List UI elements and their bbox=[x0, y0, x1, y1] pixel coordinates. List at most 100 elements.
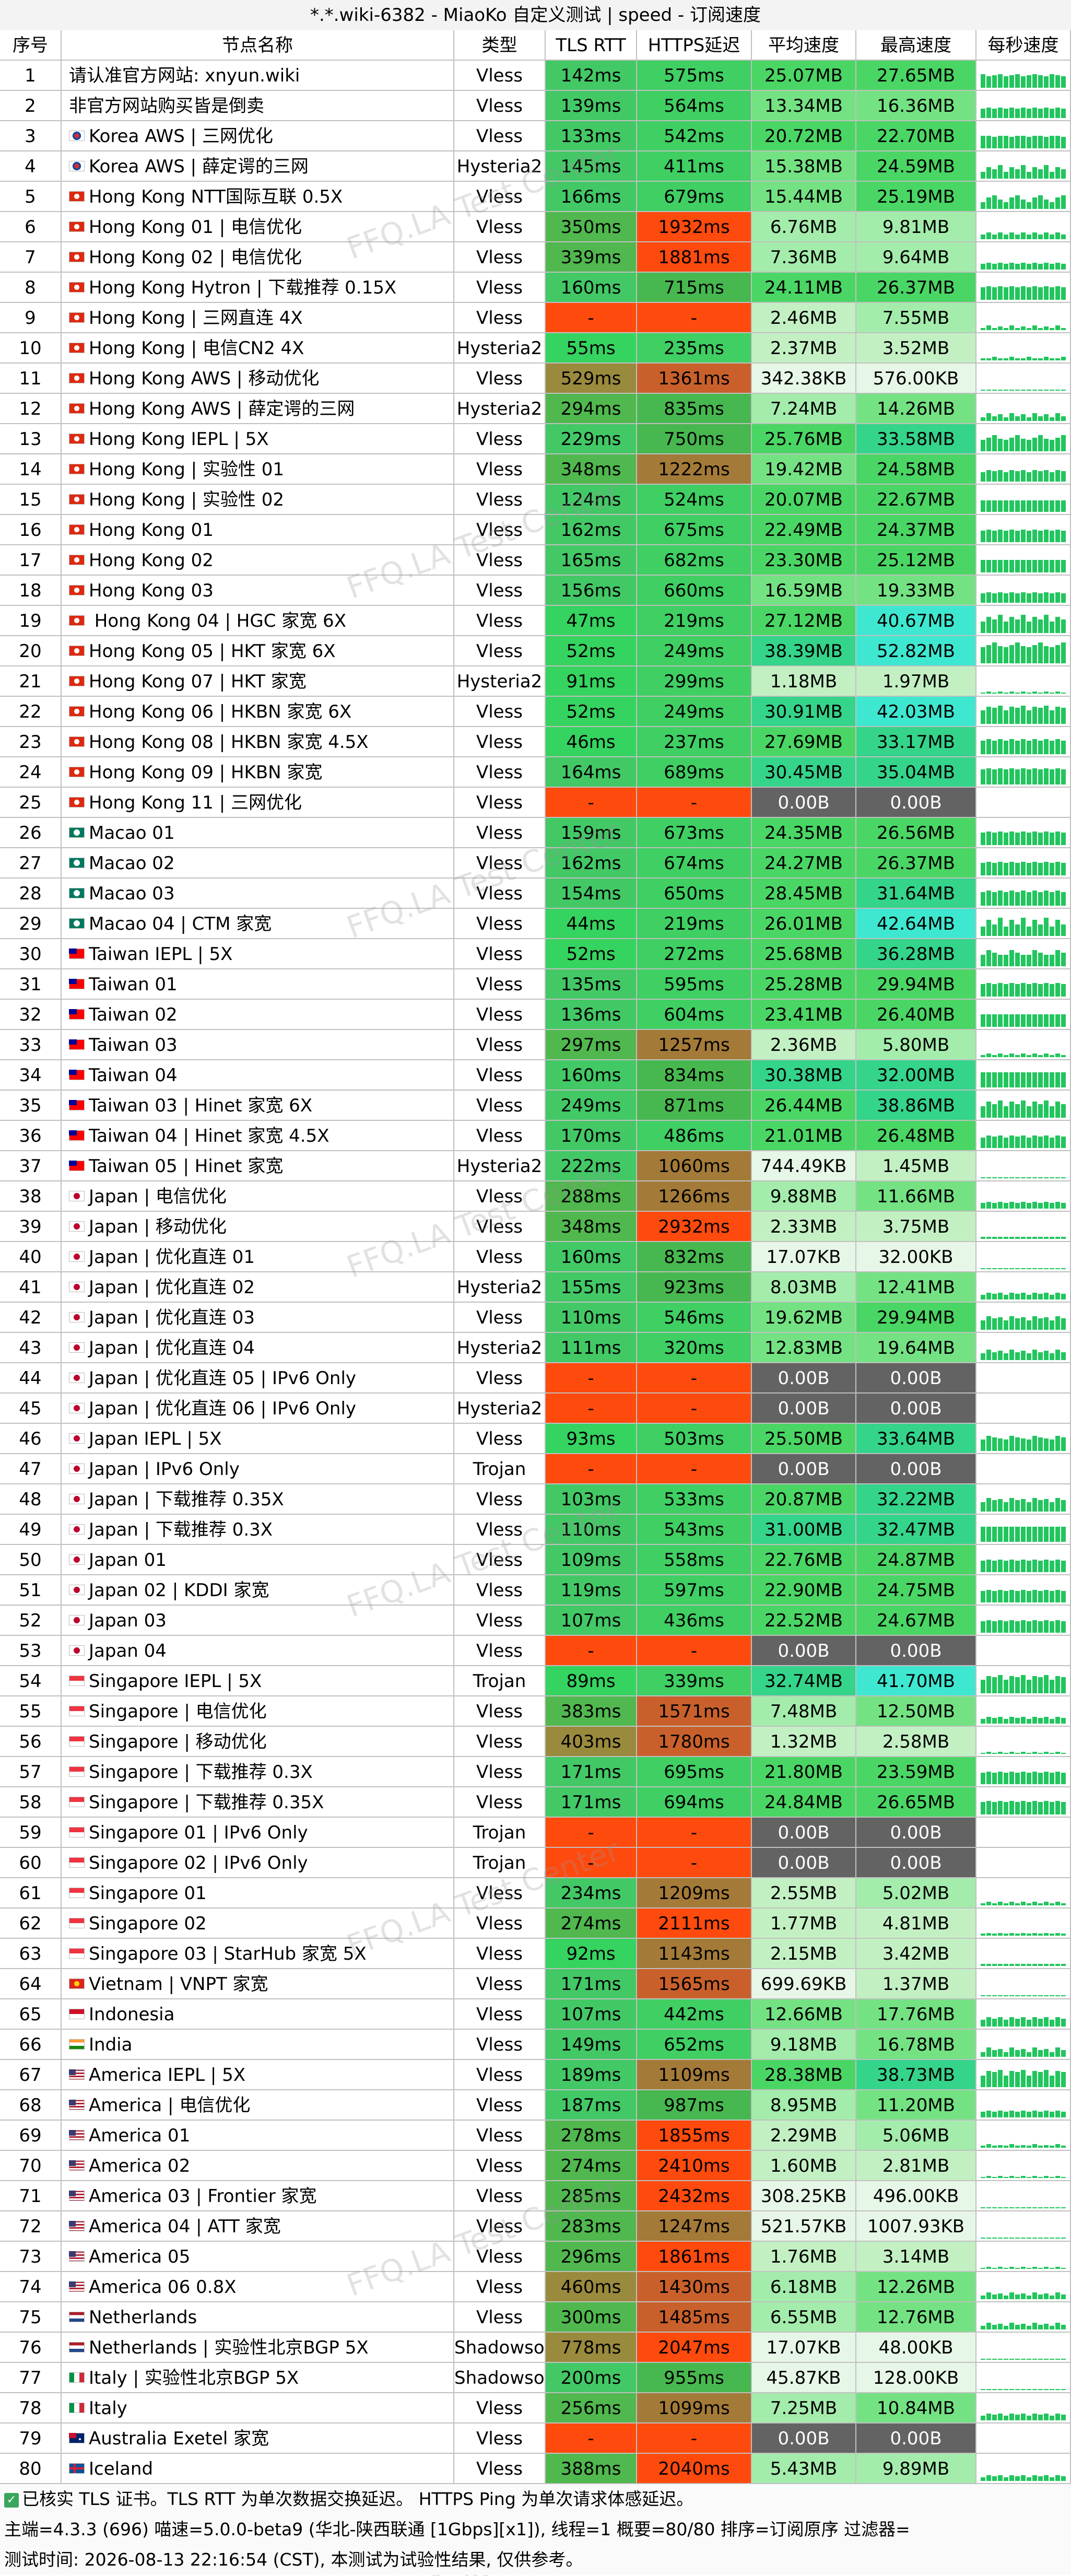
row-node-name: Singapore 02 bbox=[62, 1908, 454, 1939]
flag-sg-icon bbox=[69, 1796, 85, 1807]
sparkline-bar bbox=[1038, 984, 1043, 997]
row-speed-sparkline bbox=[976, 1303, 1071, 1333]
sparkline-bar bbox=[998, 1590, 1003, 1602]
row-node-name-text: Netherlands bbox=[89, 2307, 197, 2328]
sparkline-bar bbox=[986, 530, 991, 542]
sparkline-bar bbox=[981, 647, 985, 663]
sparkline bbox=[981, 121, 1067, 150]
sparkline-bar bbox=[992, 2268, 997, 2269]
sparkline-bar bbox=[998, 1438, 1003, 1451]
sparkline-bar bbox=[1050, 1591, 1054, 1602]
sparkline-bar bbox=[1061, 109, 1066, 118]
sparkline-bar bbox=[986, 1436, 991, 1451]
sparkline-bar bbox=[1009, 1436, 1014, 1451]
sparkline-bar bbox=[1027, 357, 1031, 360]
sparkline-bar bbox=[1044, 2293, 1049, 2299]
row-node-name: Taiwan 04 | Hinet 家宽 4.5X bbox=[62, 1121, 454, 1151]
sparkline-bar bbox=[1044, 1801, 1049, 1814]
sparkline-bar bbox=[1021, 1620, 1026, 1633]
sparkline-bar bbox=[986, 2017, 991, 2027]
sparkline-bar bbox=[1004, 1934, 1008, 1936]
sparkline-bar bbox=[1038, 2019, 1043, 2027]
row-index: 69 bbox=[0, 2121, 62, 2151]
sparkline-bar bbox=[1009, 560, 1014, 572]
sparkline-bar bbox=[1027, 984, 1031, 997]
table-row: 78 Italy Vless 256ms 1099ms 7.25MB 10.84MB bbox=[0, 2393, 1071, 2423]
sparkline-bar bbox=[1015, 1802, 1020, 1814]
sparkline-bar bbox=[1032, 2071, 1037, 2087]
row-node-name: Australia Exetel 家宽 bbox=[62, 2423, 454, 2454]
flag-us-icon bbox=[69, 2069, 85, 2080]
sparkline bbox=[981, 1091, 1067, 1120]
sparkline-bar bbox=[986, 1237, 991, 1239]
row-https-latency: - bbox=[637, 788, 752, 818]
sparkline-bar bbox=[1027, 531, 1031, 542]
row-protocol-type: Vless bbox=[454, 2423, 546, 2454]
table-row: 12 Hong Kong AWS | 薛定谔的三网 Hysteria2 294ms 83… bbox=[0, 394, 1071, 424]
sparkline-bar bbox=[1050, 1106, 1054, 1118]
row-protocol-type: Vless bbox=[454, 879, 546, 909]
row-node-name-text: Australia Exetel 家宽 bbox=[89, 2428, 269, 2449]
row-node-name-text: Singapore IEPL | 5X bbox=[89, 1671, 262, 1692]
sparkline-bar bbox=[1044, 1351, 1049, 1360]
row-node-name-text: Macao 03 bbox=[89, 883, 175, 904]
sparkline-bar bbox=[1055, 1202, 1060, 1209]
row-index: 16 bbox=[0, 515, 62, 545]
row-index: 45 bbox=[0, 1394, 62, 1424]
row-max-speed: 24.87MB bbox=[856, 1545, 976, 1575]
sparkline bbox=[981, 424, 1067, 453]
sparkline-bar bbox=[1044, 2389, 1049, 2390]
sparkline-bar bbox=[998, 439, 1003, 451]
row-node-name: Japan | 优化直连 06 | IPv6 Only bbox=[62, 1394, 454, 1424]
row-protocol-type: Hysteria2 bbox=[454, 666, 546, 697]
sparkline-bar bbox=[1021, 2049, 1026, 2057]
table-row: 3 Korea AWS | 三网优化 Vless 133ms 542ms 20.72MB 2… bbox=[0, 121, 1071, 151]
row-node-name: Macao 01 bbox=[62, 818, 454, 848]
sparkline bbox=[981, 1515, 1067, 1544]
sparkline-bar bbox=[1027, 2326, 1031, 2329]
row-node-name: Netherlands bbox=[62, 2302, 454, 2333]
row-tls-rtt: 187ms bbox=[546, 2090, 637, 2121]
sparkline-bar bbox=[1015, 892, 1020, 906]
row-index: 48 bbox=[0, 1484, 62, 1515]
sparkline-bar bbox=[992, 287, 997, 300]
flag-us-icon bbox=[69, 2190, 85, 2201]
sparkline-bar bbox=[1050, 287, 1054, 300]
sparkline-bar bbox=[1032, 2292, 1037, 2299]
row-max-speed: 41.70MB bbox=[856, 1666, 976, 1696]
sparkline-bar bbox=[1055, 197, 1060, 209]
sparkline-bar bbox=[1044, 439, 1049, 451]
row-max-speed: 17.76MB bbox=[856, 1999, 976, 2030]
sparkline-bar bbox=[1055, 232, 1060, 239]
row-node-name: Taiwan 04 bbox=[62, 1060, 454, 1091]
sparkline-bar bbox=[1061, 2177, 1066, 2178]
sparkline-bar bbox=[1050, 1719, 1054, 1724]
row-https-latency: - bbox=[637, 1636, 752, 1666]
row-speed-sparkline bbox=[976, 2272, 1071, 2302]
sparkline-bar bbox=[992, 435, 997, 451]
row-index: 20 bbox=[0, 636, 62, 666]
sparkline-bar bbox=[1038, 1437, 1043, 1451]
sparkline-bar bbox=[1004, 1014, 1008, 1027]
sparkline-bar bbox=[1050, 1773, 1054, 1784]
row-https-latency: 1855ms bbox=[637, 2121, 752, 2151]
sparkline-bar bbox=[1027, 202, 1031, 209]
sparkline-bar bbox=[1038, 136, 1043, 148]
row-max-speed: 33.17MB bbox=[856, 727, 976, 757]
row-tls-rtt: - bbox=[546, 303, 637, 333]
sparkline-bar bbox=[1044, 390, 1049, 391]
sparkline-bar bbox=[1055, 2267, 1060, 2269]
row-node-name: 请认准官方网站: xnyun.wiki bbox=[62, 61, 454, 91]
sparkline-bar bbox=[1044, 592, 1049, 603]
table-row: 5 Hong Kong NTT国际互联 0.5X Vless 166ms 679ms 15… bbox=[0, 182, 1071, 212]
sparkline-bar bbox=[1009, 1964, 1014, 1966]
sparkline-bar bbox=[1009, 862, 1014, 875]
sparkline-bar bbox=[1015, 500, 1020, 512]
sparkline-bar bbox=[986, 2238, 991, 2239]
sparkline-bar bbox=[998, 74, 1003, 88]
row-protocol-type: Trojan bbox=[454, 1454, 546, 1484]
sparkline-bar bbox=[998, 1237, 1003, 1239]
sparkline-bar bbox=[992, 1352, 997, 1360]
sparkline-bar bbox=[1055, 1590, 1060, 1602]
sparkline-bar bbox=[1055, 1014, 1060, 1027]
